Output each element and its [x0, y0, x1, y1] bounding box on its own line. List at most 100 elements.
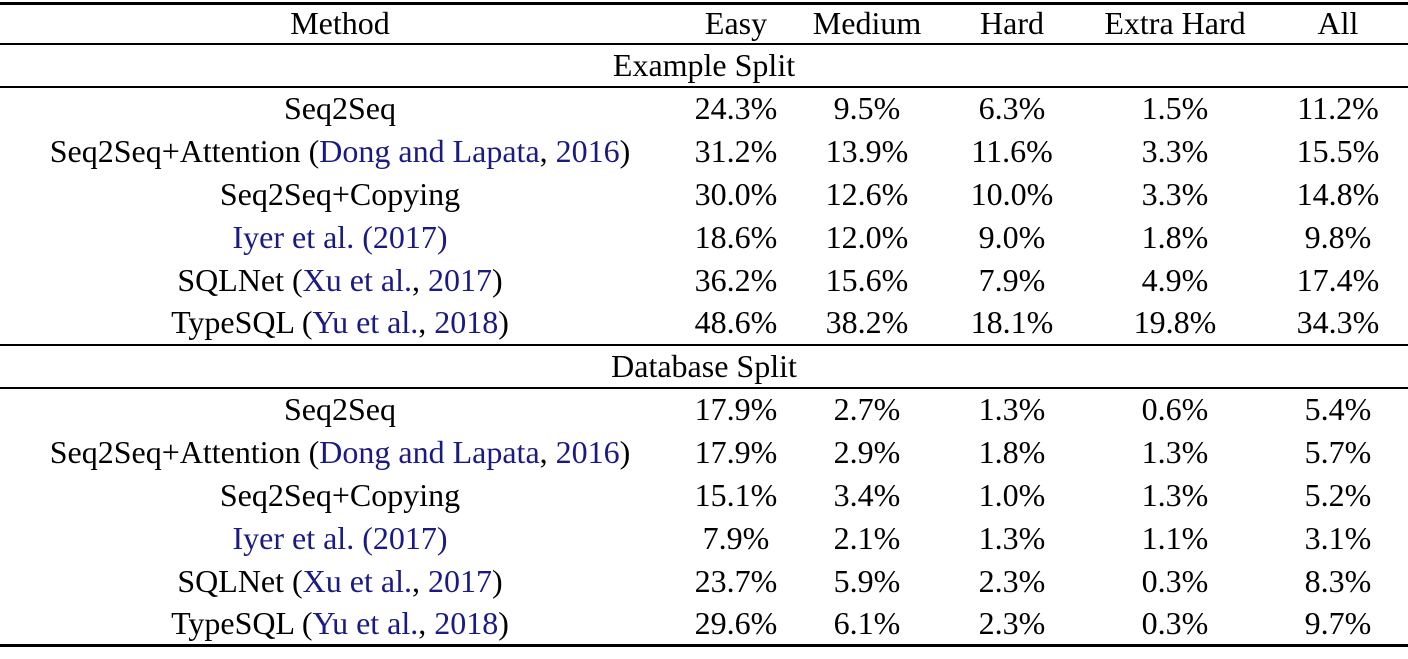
method-text: ) — [498, 304, 509, 340]
method-text: ) — [491, 261, 503, 298]
method-name: Seq2Seq+Attention (Dong and Lapata, 2016… — [0, 130, 680, 173]
accuracy-value: 15.1% — [694, 476, 778, 513]
column-header-extra-hard: Extra Hard — [1104, 5, 1246, 42]
citation-link[interactable]: Iyer et al. (2017) — [232, 519, 448, 556]
method-text: Seq2Seq+Copying — [219, 476, 461, 513]
accuracy-value: 18.6% — [694, 218, 778, 255]
table-row: Seq2Seq 17.9% 2.7% 1.3% 0.6% 5.4% — [0, 388, 1408, 431]
accuracy-value: 5.7% — [1304, 433, 1372, 470]
method-text: Seq2Seq+Attention ( — [49, 433, 320, 470]
method-name: Seq2Seq+Copying — [0, 173, 680, 216]
table-row: Seq2Seq+Attention (Dong and Lapata, 2016… — [0, 431, 1408, 474]
accuracy-value: 23.7% — [694, 562, 778, 599]
accuracy-value: 1.8% — [978, 433, 1046, 470]
citation-link[interactable]: Yu et al. — [312, 604, 419, 641]
section-title: Example Split — [612, 46, 796, 83]
method-name: Iyer et al. (2017) — [0, 517, 680, 560]
citation-link[interactable]: Dong and Lapata — [319, 132, 540, 169]
accuracy-value: 12.6% — [825, 175, 909, 212]
accuracy-value: 34.3% — [1296, 304, 1380, 340]
accuracy-value: 1.3% — [1141, 476, 1209, 513]
method-text: , — [411, 261, 428, 298]
accuracy-value: 0.6% — [1141, 391, 1209, 427]
method-name: Seq2Seq+Attention (Dong and Lapata, 2016… — [0, 431, 680, 474]
method-text: TypeSQL ( — [171, 604, 313, 641]
method-text: ) — [619, 132, 631, 169]
method-name: SQLNet (Xu et al., 2017) — [0, 560, 680, 603]
column-header-medium: Medium — [812, 5, 922, 42]
accuracy-value: 9.8% — [1304, 218, 1372, 255]
accuracy-value: 0.3% — [1141, 604, 1209, 641]
method-text: ) — [498, 604, 509, 641]
accuracy-value: 1.5% — [1141, 90, 1209, 126]
accuracy-value: 17.9% — [694, 391, 778, 427]
method-text: Seq2Seq — [284, 391, 396, 427]
accuracy-value: 8.3% — [1304, 562, 1372, 599]
accuracy-value: 13.9% — [825, 132, 909, 169]
accuracy-value: 2.3% — [978, 562, 1046, 599]
accuracy-value: 14.8% — [1296, 175, 1380, 212]
table-row: Iyer et al. (2017) 18.6% 12.0% 9.0% 1.8% 9.8% — [0, 216, 1408, 259]
citation-link[interactable]: Xu et al. — [302, 261, 412, 298]
citation-link[interactable]: Yu et al. — [312, 304, 419, 340]
method-text: Seq2Seq+Copying — [219, 175, 461, 212]
citation-link[interactable]: 2017 — [427, 261, 492, 298]
method-text: , — [418, 304, 435, 340]
method-name: Iyer et al. (2017) — [0, 216, 680, 259]
accuracy-value: 19.8% — [1133, 304, 1217, 340]
accuracy-value: 11.6% — [971, 132, 1053, 169]
citation-link[interactable]: 2017 — [427, 562, 492, 599]
table-row: Iyer et al. (2017) 7.9% 2.1% 1.3% 1.1% 3.1% — [0, 517, 1408, 560]
method-text: TypeSQL ( — [171, 304, 313, 340]
accuracy-value: 9.7% — [1304, 604, 1372, 641]
section-title: Database Split — [611, 347, 797, 384]
accuracy-value: 1.1% — [1141, 519, 1209, 556]
accuracy-value: 4.9% — [1141, 261, 1209, 298]
accuracy-value: 10.0% — [970, 175, 1054, 212]
accuracy-value: 15.5% — [1296, 132, 1380, 169]
section-row: Example Split — [0, 43, 1408, 87]
accuracy-value: 17.9% — [694, 433, 778, 470]
method-text: Seq2Seq+Attention ( — [49, 132, 320, 169]
accuracy-value: 7.9% — [978, 261, 1046, 298]
accuracy-value: 17.4% — [1296, 261, 1380, 298]
method-text: , — [539, 433, 556, 470]
accuracy-value: 2.7% — [833, 391, 901, 427]
citation-link[interactable]: 2016 — [555, 132, 620, 169]
accuracy-value: 9.0% — [978, 218, 1046, 255]
table-row: Seq2Seq 24.3% 9.5% 6.3% 1.5% 11.2% — [0, 87, 1408, 130]
accuracy-value: 6.1% — [833, 604, 901, 641]
method-text: SQLNet ( — [177, 562, 303, 599]
accuracy-value: 5.2% — [1304, 476, 1372, 513]
table-row: SQLNet (Xu et al., 2017) 36.2% 15.6% 7.9% 4.… — [0, 259, 1408, 302]
results-table: Method Easy Medium Hard Extra Hard All E… — [0, 2, 1408, 647]
citation-link[interactable]: Xu et al. — [302, 562, 412, 599]
accuracy-value: 2.9% — [833, 433, 901, 470]
accuracy-value: 6.3% — [978, 90, 1046, 126]
accuracy-value: 29.6% — [694, 604, 778, 641]
results-table-body: Example Split Seq2Seq 24.3% 9.5% 6.3% 1.5% 11.… — [0, 43, 1408, 646]
table-row: Seq2Seq+Copying 30.0% 12.6% 10.0% 3.3% 14.8% — [0, 173, 1408, 216]
accuracy-value: 9.5% — [833, 90, 901, 126]
column-header-method: Method — [290, 5, 390, 42]
method-text: SQLNet ( — [177, 261, 303, 298]
table-row: TypeSQL (Yu et al., 2018) 29.6% 6.1% 2.3% 0.… — [0, 603, 1408, 646]
accuracy-value: 15.6% — [825, 261, 909, 298]
method-name: Seq2Seq — [0, 388, 680, 431]
citation-link[interactable]: 2018 — [434, 604, 499, 641]
column-header-easy: Easy — [704, 5, 768, 42]
citation-link[interactable]: Dong and Lapata — [319, 433, 540, 470]
accuracy-value: 7.9% — [702, 519, 770, 556]
accuracy-value: 1.8% — [1141, 218, 1209, 255]
method-name: SQLNet (Xu et al., 2017) — [0, 259, 680, 302]
table-row: Seq2Seq+Copying 15.1% 3.4% 1.0% 1.3% 5.2% — [0, 474, 1408, 517]
method-name: Seq2Seq — [0, 87, 680, 130]
accuracy-value: 2.1% — [833, 519, 901, 556]
citation-link[interactable]: 2016 — [555, 433, 620, 470]
accuracy-value: 11.2% — [1297, 90, 1379, 126]
citation-link[interactable]: 2018 — [434, 304, 499, 340]
citation-link[interactable]: Iyer et al. (2017) — [232, 218, 448, 255]
column-header-hard: Hard — [980, 5, 1044, 42]
accuracy-value: 38.2% — [825, 304, 909, 340]
accuracy-value: 1.3% — [1141, 433, 1209, 470]
